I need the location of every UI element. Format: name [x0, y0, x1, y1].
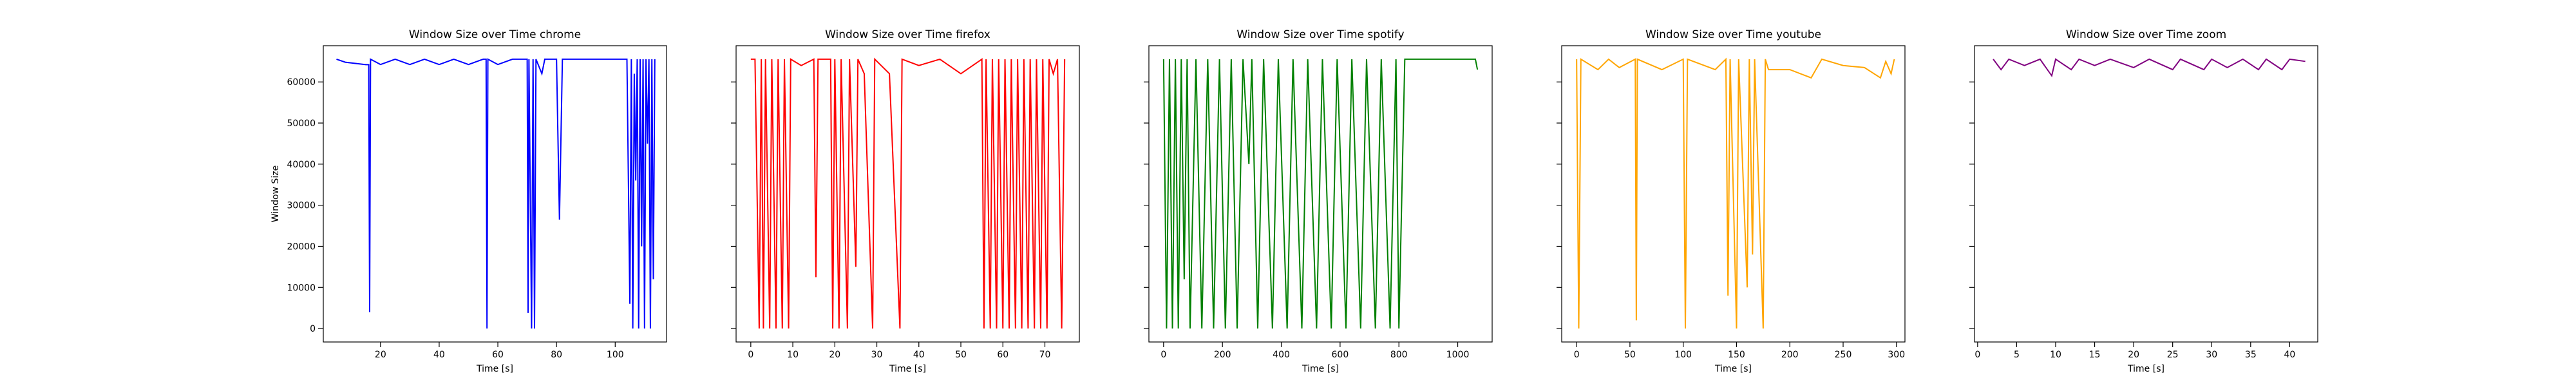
x-tick-label: 50	[1624, 350, 1636, 360]
x-tick-label: 0	[748, 350, 753, 360]
x-tick-label: 15	[2089, 350, 2101, 360]
x-tick-label: 10	[2050, 350, 2061, 360]
y-axis-label: Window Size	[270, 166, 281, 222]
x-axis-label: Time [s]	[889, 364, 926, 374]
y-tick-label: 0	[310, 324, 316, 334]
x-axis-label: Time [s]	[1302, 364, 1339, 374]
chart-title: Window Size over Time chrome	[409, 28, 581, 41]
y-tick-label: 30000	[287, 201, 316, 211]
x-tick-label: 250	[1835, 350, 1852, 360]
series-line	[1993, 58, 2306, 78]
x-tick-label: 800	[1390, 350, 1408, 360]
x-tick-label: 30	[871, 350, 883, 360]
x-tick-label: 1000	[1446, 350, 1470, 360]
x-tick-label: 300	[1888, 350, 1905, 360]
chart-title: Window Size over Time zoom	[2066, 28, 2226, 41]
x-tick-label: 0	[1574, 350, 1580, 360]
x-tick-label: 100	[607, 350, 624, 360]
x-tick-label: 0	[1975, 350, 1980, 360]
plot-frame	[323, 45, 667, 343]
chart-title: Window Size over Time youtube	[1645, 28, 1821, 41]
x-tick-label: 0	[1160, 350, 1166, 360]
chart-title: Window Size over Time spotify	[1236, 28, 1404, 41]
x-tick-label: 80	[551, 350, 562, 360]
y-tick-label: 20000	[287, 242, 316, 252]
series-line	[336, 58, 656, 329]
y-tick-label: 60000	[287, 77, 316, 88]
x-axis-label: Time [s]	[2127, 364, 2164, 374]
x-tick-label: 20	[2128, 350, 2139, 360]
x-tick-label: 70	[1039, 350, 1051, 360]
x-tick-label: 10	[787, 350, 799, 360]
x-tick-label: 100	[1674, 350, 1692, 360]
x-tick-label: 600	[1332, 350, 1349, 360]
x-tick-label: 30	[2206, 350, 2217, 360]
series-line	[750, 57, 1066, 329]
plot-frame	[1974, 45, 2318, 343]
x-axis-label: Time [s]	[1714, 364, 1752, 374]
plot-frame	[1148, 45, 1493, 343]
x-tick-label: 25	[2167, 350, 2179, 360]
x-tick-label: 20	[829, 350, 840, 360]
x-tick-label: 150	[1728, 350, 1745, 360]
x-tick-label: 40	[2284, 350, 2295, 360]
x-tick-label: 20	[375, 350, 386, 360]
plot-frame	[735, 45, 1080, 343]
x-tick-label: 200	[1781, 350, 1799, 360]
x-tick-label: 400	[1273, 350, 1290, 360]
x-tick-label: 5	[2014, 350, 2020, 360]
x-tick-label: 60	[492, 350, 504, 360]
series-line	[1162, 58, 1479, 329]
x-tick-label: 40	[913, 350, 925, 360]
x-tick-label: 40	[433, 350, 445, 360]
x-tick-label: 200	[1214, 350, 1231, 360]
y-tick-label: 50000	[287, 119, 316, 129]
x-tick-label: 50	[955, 350, 967, 360]
x-tick-label: 35	[2245, 350, 2257, 360]
x-axis-label: Time [s]	[476, 364, 513, 374]
series-line	[1576, 57, 1895, 329]
x-tick-label: 60	[997, 350, 1009, 360]
chart-title: Window Size over Time firefox	[825, 28, 990, 41]
plot-frame	[1561, 45, 1906, 343]
y-tick-label: 40000	[287, 160, 316, 170]
y-tick-label: 10000	[287, 283, 316, 293]
